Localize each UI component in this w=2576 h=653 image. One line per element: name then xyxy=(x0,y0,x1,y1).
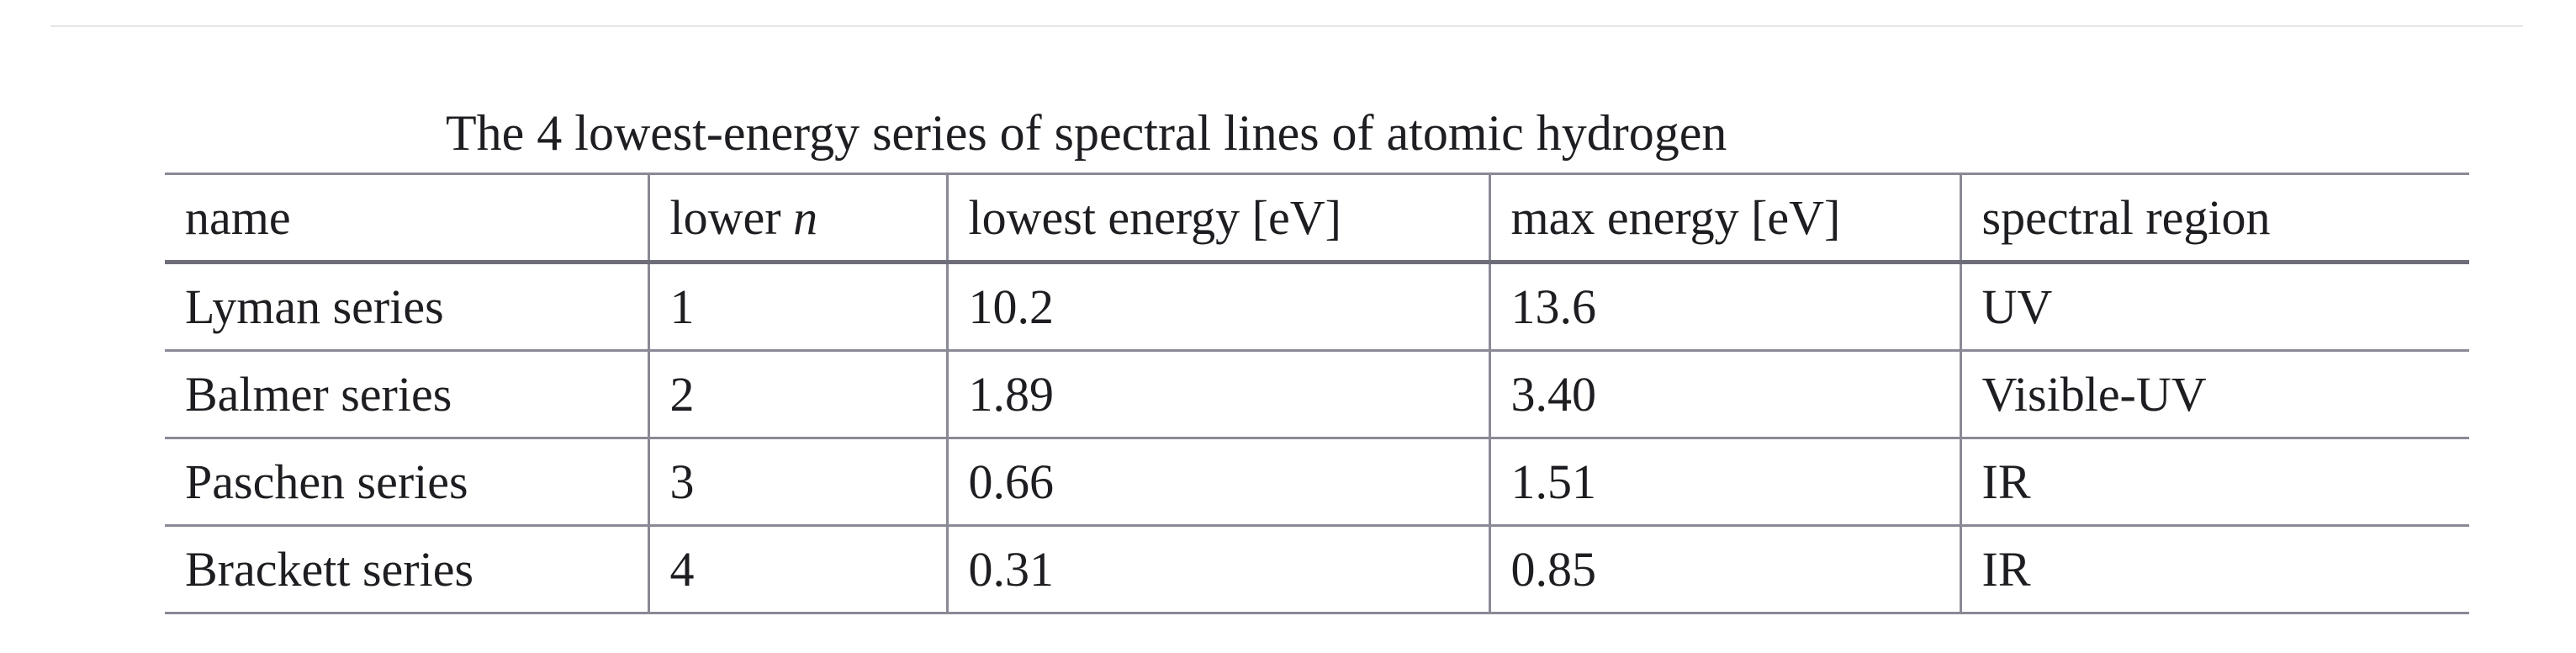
table-header-row: name lower n lowest energy [eV] max ener… xyxy=(165,173,2469,264)
cell-name: Balmer series xyxy=(165,350,650,439)
top-divider xyxy=(50,25,2523,27)
cell-max-energy: 3.40 xyxy=(1489,350,1962,439)
cell-spectral-region: UV xyxy=(1960,262,2469,352)
cell-max-energy: 1.51 xyxy=(1489,438,1962,527)
table-row: Brackett series 4 0.31 0.85 IR xyxy=(165,525,2469,614)
header-spectral-region: spectral region xyxy=(1960,173,2469,264)
cell-max-energy: 13.6 xyxy=(1489,262,1962,352)
cell-spectral-region: Visible-UV xyxy=(1960,350,2469,439)
header-lower-prefix: lower xyxy=(669,190,781,245)
cell-lower-n: 1 xyxy=(648,262,949,352)
cell-lower-n: 2 xyxy=(648,350,949,439)
cell-name: Paschen series xyxy=(165,438,650,527)
cell-name: Brackett series xyxy=(165,525,650,614)
cell-lowest-energy: 0.31 xyxy=(947,525,1491,614)
spectral-lines-table: name lower n lowest energy [eV] max ener… xyxy=(165,173,2469,614)
cell-lowest-energy: 1.89 xyxy=(947,350,1491,439)
table-row: Paschen series 3 0.66 1.51 IR xyxy=(165,438,2469,527)
header-lowest-energy: lowest energy [eV] xyxy=(947,173,1491,264)
header-name: name xyxy=(165,173,650,264)
table-row: Balmer series 2 1.89 3.40 Visible-UV xyxy=(165,350,2469,439)
cell-name: Lyman series xyxy=(165,262,650,352)
header-lower-n: lower n xyxy=(648,173,949,264)
cell-max-energy: 0.85 xyxy=(1489,525,1962,614)
cell-lowest-energy: 10.2 xyxy=(947,262,1491,352)
cell-lower-n: 3 xyxy=(648,438,949,527)
cell-lower-n: 4 xyxy=(648,525,949,614)
header-lower-variable: n xyxy=(793,190,818,245)
table-row: Lyman series 1 10.2 13.6 UV xyxy=(165,262,2469,352)
cell-spectral-region: IR xyxy=(1960,438,2469,527)
cell-lowest-energy: 0.66 xyxy=(947,438,1491,527)
header-max-energy: max energy [eV] xyxy=(1489,173,1962,264)
table-caption: The 4 lowest-energy series of spectral l… xyxy=(446,105,1727,161)
cell-spectral-region: IR xyxy=(1960,525,2469,614)
